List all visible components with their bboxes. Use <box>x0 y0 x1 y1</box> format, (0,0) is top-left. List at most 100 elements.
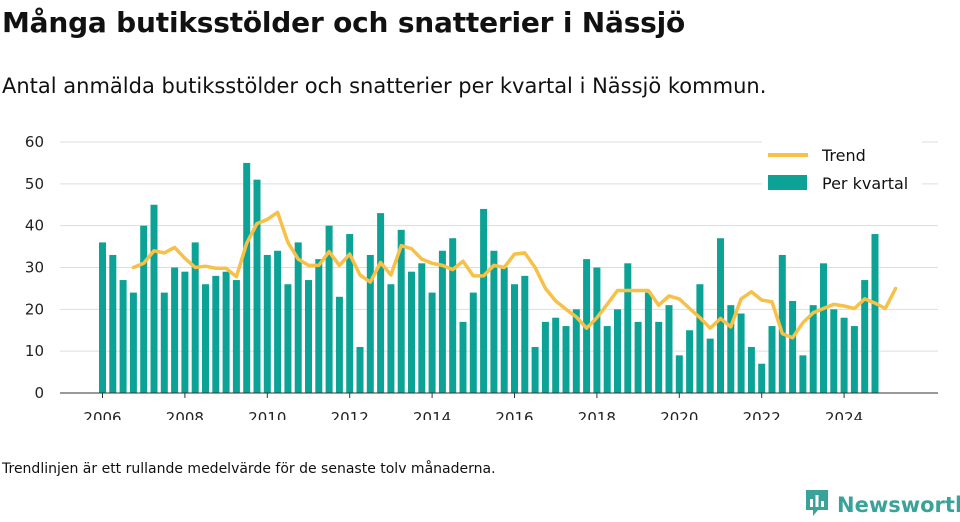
bar <box>871 234 879 393</box>
bar <box>768 326 776 393</box>
bar <box>408 271 415 393</box>
x-tick-label: 2012 <box>331 409 369 420</box>
bar <box>521 275 529 393</box>
bar <box>305 280 312 393</box>
bar <box>850 326 858 393</box>
bar <box>397 229 405 393</box>
x-tick-label: 2016 <box>495 409 533 420</box>
bar <box>119 280 127 393</box>
bar <box>614 309 621 393</box>
bar <box>706 338 714 393</box>
bar <box>490 250 498 393</box>
bar <box>778 254 786 393</box>
bar <box>717 238 724 393</box>
bar <box>572 309 580 393</box>
legend-trend-label: Trend <box>821 146 866 165</box>
bar <box>181 271 189 393</box>
x-tick-label: 2008 <box>166 409 204 420</box>
chart-subtitle: Antal anmälda butiksstölder och snatteri… <box>2 74 767 98</box>
legend-bar-swatch <box>768 175 807 190</box>
bars <box>99 162 879 393</box>
y-tick-label: 60 <box>25 133 44 151</box>
bar <box>418 263 426 393</box>
bar <box>799 355 807 393</box>
y-tick-label: 50 <box>25 175 44 193</box>
bar <box>129 292 137 393</box>
bar <box>428 292 436 393</box>
bar <box>511 284 518 393</box>
bar <box>274 250 282 393</box>
bar <box>675 355 683 393</box>
bar <box>758 363 766 393</box>
bar <box>531 346 539 393</box>
bar <box>665 305 673 393</box>
bar <box>356 346 364 393</box>
bar <box>644 292 652 393</box>
bar <box>552 317 560 393</box>
bar <box>840 317 848 393</box>
bar <box>366 254 374 393</box>
bar <box>737 313 745 393</box>
bar <box>686 330 694 393</box>
legend-bar-label: Per kvartal <box>822 174 908 193</box>
newsworthy-logo-icon <box>804 488 830 522</box>
bar <box>284 284 292 393</box>
bar <box>500 267 508 393</box>
bar <box>438 250 446 393</box>
bar <box>696 284 704 393</box>
legend: Trend Per kvartal <box>762 135 922 201</box>
bar <box>325 225 333 393</box>
x-tick-label: 2024 <box>825 409 863 420</box>
bar <box>140 225 148 393</box>
y-tick-label: 40 <box>25 217 44 235</box>
y-tick-label: 10 <box>25 342 44 360</box>
bar <box>387 284 395 393</box>
footnote: Trendlinjen är ett rullande medelvärde f… <box>2 461 496 477</box>
x-tick-label: 2010 <box>248 409 286 420</box>
bar <box>459 321 467 393</box>
chart-title: Många butiksstölder och snatterier i Näs… <box>2 6 686 39</box>
bar <box>541 321 549 393</box>
bar <box>212 275 220 393</box>
bar <box>160 292 168 393</box>
bar <box>150 204 158 393</box>
bar <box>809 305 817 393</box>
bar <box>99 242 106 393</box>
x-axis: 2006 2008 2010 2012 2014 2016 2018 2020 2022 2024 <box>60 392 938 420</box>
bar <box>593 267 601 393</box>
bar <box>253 179 261 393</box>
bar <box>202 284 209 393</box>
bar <box>603 326 611 393</box>
bar <box>830 309 838 393</box>
x-tick-label: 2022 <box>743 409 781 420</box>
bar <box>263 254 271 393</box>
y-tick-label: 20 <box>25 300 44 318</box>
x-tick-label: 2014 <box>413 409 451 420</box>
y-tick-label: 30 <box>25 259 44 277</box>
bar <box>294 242 302 393</box>
y-axis-ticks: 0 10 20 30 40 50 60 <box>25 133 44 402</box>
bar <box>789 300 797 393</box>
brand-name: Newsworthy <box>837 493 960 517</box>
x-tick-label: 2018 <box>578 409 616 420</box>
x-tick-label: 2006 <box>83 409 121 420</box>
brand-logo[interactable]: Newsworthy <box>804 488 960 522</box>
bar <box>469 292 477 393</box>
bar <box>727 305 735 393</box>
trend-line <box>131 210 898 340</box>
x-tick-label: 2020 <box>660 409 698 420</box>
bar <box>222 271 230 393</box>
bar <box>861 280 869 393</box>
bar <box>346 234 354 393</box>
bar <box>335 296 343 393</box>
bar <box>624 263 632 393</box>
bar <box>655 321 663 393</box>
bar <box>449 238 457 393</box>
bar <box>232 280 240 393</box>
bar <box>171 267 179 393</box>
bar <box>480 208 488 393</box>
bar <box>634 321 642 393</box>
trend-line-group <box>131 210 898 340</box>
bar <box>315 259 323 393</box>
y-tick-label: 0 <box>34 384 44 402</box>
